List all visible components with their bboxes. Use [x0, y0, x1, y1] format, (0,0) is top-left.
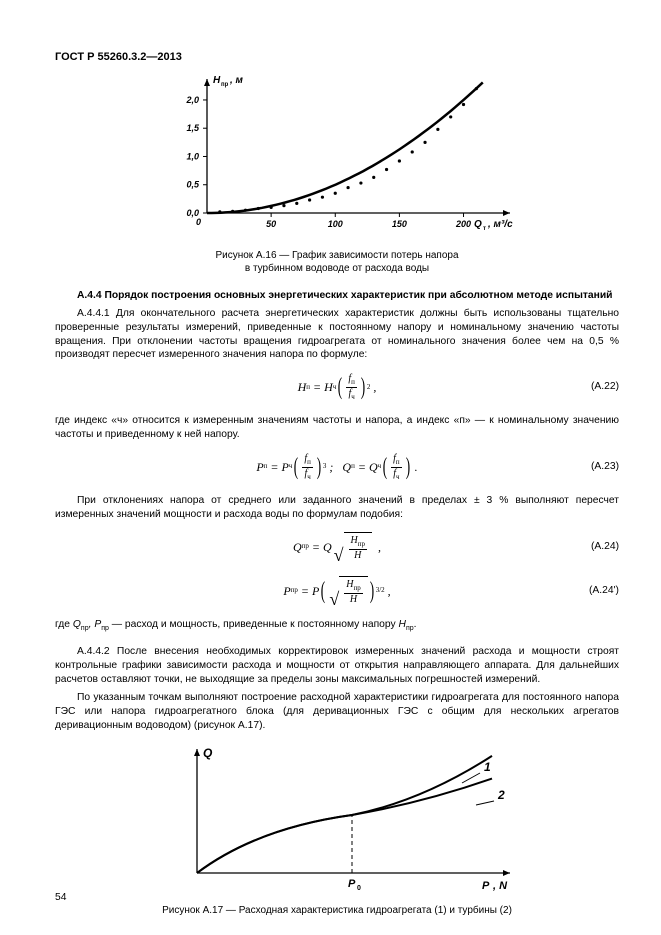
equation-a24p: Pпр = P ( √ HпрH )3/2 , (А.24'): [55, 574, 619, 608]
svg-text:2: 2: [497, 788, 505, 802]
svg-text:, м: , м: [229, 75, 244, 86]
para-deviation: При отклонениях напора от среднего или з…: [55, 494, 619, 522]
svg-text:Q: Q: [203, 746, 213, 760]
p4-p-sub: пр: [101, 625, 109, 632]
equation-a24: Qпр = Q √ HпрH , (А.24): [55, 530, 619, 564]
svg-text:0: 0: [196, 217, 201, 227]
svg-text:, N: , N: [492, 880, 508, 892]
figure-a17-caption: Рисунок А.17 — Расходная характеристика …: [55, 904, 619, 917]
para-qpr-ppr: где Qпр, Pпр — расход и мощность, привед…: [55, 618, 619, 633]
p4-q-sub: пр: [81, 625, 89, 632]
svg-text:H: H: [213, 75, 221, 86]
page-number: 54: [55, 892, 66, 903]
svg-text:0: 0: [357, 885, 361, 892]
p4-rest: — расход и мощность, приведенные к посто…: [109, 619, 399, 630]
para-a442b: По указанным точкам выполняют построение…: [55, 691, 619, 733]
para-index-expl: где индекс «ч» относится к измеренным зн…: [55, 414, 619, 442]
svg-text:, м³/с: , м³/с: [487, 219, 513, 230]
eqnum-a23: (А.23): [591, 460, 619, 474]
figure-a17: QP, NP012: [55, 743, 619, 898]
para-a441: А.4.4.1 Для окончательного расчета энерг…: [55, 307, 619, 363]
svg-text:P: P: [348, 878, 356, 890]
figure-a16-caption: Рисунок А.16 — График зависимости потерь…: [55, 249, 619, 275]
svg-text:1,0: 1,0: [186, 151, 199, 161]
figure-a16-svg: 501001502000,00,51,01,52,00Hпр, мQт, м³/…: [152, 73, 522, 243]
eqnum-a22: (А.22): [591, 380, 619, 394]
standard-header: ГОСТ Р 55260.3.2—2013: [55, 50, 619, 65]
svg-text:200: 200: [455, 219, 471, 229]
fig16-cap-line1: Рисунок А.16 — График зависимости потерь…: [215, 250, 458, 261]
svg-text:50: 50: [266, 219, 276, 229]
svg-text:пр: пр: [221, 82, 229, 88]
svg-text:2,0: 2,0: [185, 95, 199, 105]
equation-a23: Pп = Pч ( fпfч )3 ; Qп = Qч ( fпfч ) . (…: [55, 450, 619, 484]
eqnum-a24: (А.24): [591, 540, 619, 554]
svg-text:1: 1: [484, 760, 491, 774]
p4-h: H: [399, 619, 406, 630]
para-a442: А.4.4.2 После внесения необходимых корре…: [55, 645, 619, 687]
p4-p: , P: [89, 619, 102, 630]
equation-a22: Hп = Hч ( fпfч )2 , (А.22): [55, 370, 619, 404]
svg-text:100: 100: [328, 219, 343, 229]
eqnum-a24p: (А.24'): [589, 584, 619, 598]
svg-text:0,5: 0,5: [186, 180, 200, 190]
p4-end: .: [414, 619, 417, 630]
p4-q: Q: [73, 619, 81, 630]
svg-text:150: 150: [392, 219, 407, 229]
p4-prefix: где: [55, 619, 73, 630]
fig16-cap-line2: в турбинном водоводе от расхода воды: [245, 263, 429, 274]
figure-a16: 501001502000,00,51,01,52,00Hпр, мQт, м³/…: [55, 73, 619, 243]
p4-h-sub: пр: [406, 625, 414, 632]
svg-text:P: P: [482, 880, 490, 892]
section-a44-title: А.4.4 Порядок построения основных энерге…: [55, 289, 619, 303]
svg-text:т: т: [483, 226, 486, 232]
svg-text:Q: Q: [474, 219, 482, 230]
figure-a17-svg: QP, NP012: [137, 743, 537, 898]
svg-text:1,5: 1,5: [186, 123, 200, 133]
